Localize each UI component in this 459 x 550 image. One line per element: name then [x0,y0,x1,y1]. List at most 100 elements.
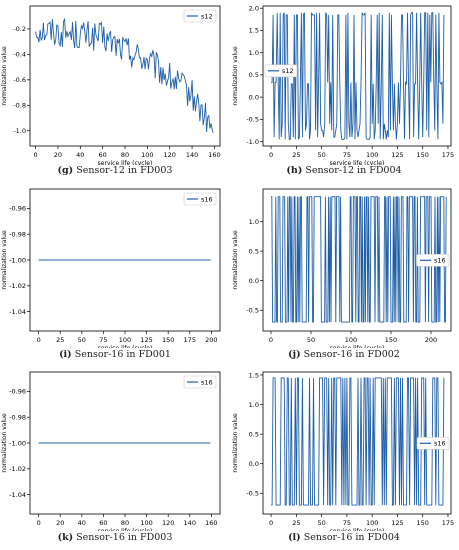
y-tick-label: -1.0 [246,138,259,146]
legend-label: s16 [434,440,446,448]
legend: s16 [183,192,217,206]
caption-text: Sensor-16 in FD003 [73,532,173,543]
y-tick-label: -0.98 [9,230,26,238]
y-tick-label: -0.4 [13,51,26,59]
series-line-s12 [35,17,214,133]
x-tick-label: 50 [307,336,315,344]
x-tick-label: 75 [343,519,351,527]
legend: s16 [416,437,450,450]
y-tick-label: -0.6 [13,76,26,84]
panel-caption: (k) Sensor-16 in FD003 [0,532,230,543]
chart-3: 0 50 100 150 200 -0.5 0.0 0.5 1.0 service life (c… [232,188,452,348]
caption-text: Sensor-16 in FD001 [71,349,171,360]
y-tick-label: 1.0 [249,218,259,226]
legend: s12 [264,64,298,78]
y-tick-label: -1.04 [9,491,26,499]
x-axis-label: service life (cycle) [98,528,153,531]
x-tick-label: 100 [366,151,378,159]
y-axis-label: normalization value [1,230,8,290]
y-tick-label: -0.2 [13,25,26,33]
legend-label: s16 [434,257,446,265]
x-tick-label: 40 [78,519,86,527]
caption-letter: (k) [57,532,74,543]
caption-text: Sensor-12 in FD004 [302,165,402,176]
x-tick-label: 140 [184,519,196,527]
legend: s16 [183,375,217,389]
panel-caption: (h) Sensor-12 in FD004 [229,165,459,176]
y-tick-label: 1.5 [249,371,259,379]
caption-letter: (i) [59,349,72,360]
y-tick-label: -0.5 [246,116,259,124]
x-axis-label: service life (cycle) [330,528,385,531]
x-tick-label: 80 [121,151,129,159]
x-tick-label: 140 [186,151,198,159]
x-tick-label: 120 [163,151,175,159]
panel-caption: (i) Sensor-16 in FD001 [0,349,230,360]
x-tick-label: 0 [269,519,273,527]
x-tick-label: 150 [416,519,428,527]
legend-label: s12 [282,67,294,75]
y-tick-label: 0.0 [249,93,259,101]
caption-text: Sensor-16 in FD002 [300,349,400,360]
y-tick-label: -1.02 [9,282,26,290]
x-tick-label: 150 [162,336,174,344]
series-line-s16 [271,377,445,506]
y-tick-label: 1.5 [249,27,259,35]
y-tick-label: 2.0 [249,5,259,13]
chart-2: 0 25 50 75 100 125 150 175 200 -1.04 -1.02 -1.00 -0.… [1,188,221,348]
axes-frame [29,5,221,147]
y-tick-label: -0.5 [246,307,259,315]
chart-0: 0 20 40 60 80 100 120 140 160 -1.0 -0.8 -0.6 -0.4 -0.… [1,5,221,165]
x-tick-label: 200 [205,336,217,344]
y-tick-label: -0.5 [246,490,259,498]
x-tick-label: 40 [76,151,84,159]
x-tick-label: 160 [208,151,220,159]
x-tick-label: 100 [140,519,152,527]
x-axis-label: service life (cycle) [330,160,385,165]
chart-4: 0 20 40 60 80 100 120 140 160 -1.04 -1.02 -1.00 -0.9… [1,371,221,531]
chart-1: 0 25 50 75 100 125 150 175 -1.0 -0.5 0.0 0.5 1.0 1.5 2… [232,5,454,165]
caption-letter: (l) [288,532,301,543]
x-tick-label: 75 [99,336,107,344]
legend: s16 [416,254,450,267]
y-tick-label: -0.96 [9,388,26,396]
y-axis-label: normalization value [232,46,239,106]
x-tick-label: 150 [385,336,397,344]
x-tick-label: 50 [78,336,86,344]
y-tick-label: 0.5 [249,71,259,79]
y-tick-label: -0.8 [13,102,26,110]
y-tick-label: 0.0 [249,277,259,285]
y-tick-label: -0.98 [9,413,26,421]
x-tick-label: 20 [54,151,62,159]
y-tick-label: -1.00 [9,439,26,447]
legend-label: s16 [201,378,213,386]
y-axis-label: normalization value [1,46,8,106]
panel-caption: (j) Sensor-16 in FD002 [229,349,459,360]
y-tick-label: 0.5 [249,247,259,255]
y-tick-label: 1.0 [249,49,259,57]
x-tick-label: 175 [442,151,454,159]
y-tick-label: -0.96 [9,205,26,213]
series-line-s12 [271,12,445,140]
x-tick-label: 25 [56,336,64,344]
caption-letter: (h) [286,165,303,176]
y-tick-label: 0.5 [249,430,259,438]
caption-letter: (g) [57,165,74,176]
x-tick-label: 80 [121,519,129,527]
x-tick-label: 125 [391,151,403,159]
y-axis-label: normalization value [232,413,239,473]
x-axis-label: service life (cycle) [98,160,153,165]
y-axis-label: normalization value [232,230,239,290]
x-tick-label: 120 [162,519,174,527]
caption-text: Sensor-16 in FD004 [300,532,400,543]
y-tick-label: 0.0 [249,460,259,468]
panel-caption: (g) Sensor-12 in FD003 [0,165,230,176]
x-tick-label: 0 [269,151,273,159]
y-tick-label: -1.04 [9,308,26,316]
x-tick-label: 25 [292,519,300,527]
x-tick-label: 75 [343,151,351,159]
legend: s12 [183,9,217,23]
legend-label: s12 [201,12,213,20]
x-tick-label: 50 [317,151,325,159]
x-tick-label: 0 [37,336,41,344]
